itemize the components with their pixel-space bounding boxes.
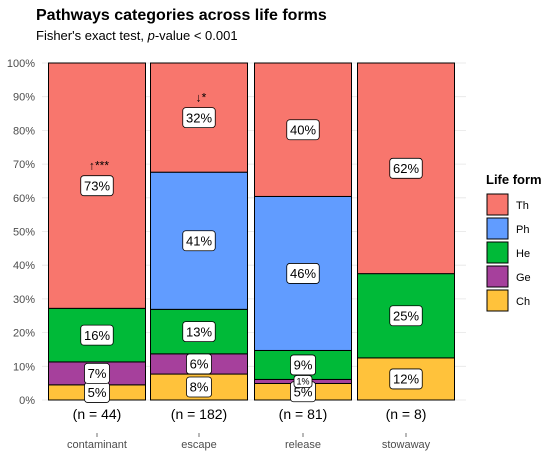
y-tick-label: 100% — [7, 58, 35, 70]
label-box — [80, 175, 114, 197]
chart-title: Pathways categories across life forms — [36, 7, 327, 24]
segment-label-release-Ge: 1% — [293, 375, 313, 388]
legend-swatch-Ph — [486, 217, 509, 240]
label-text: 5% — [294, 384, 313, 399]
count-label: (n = 44) — [73, 406, 122, 422]
legend-label-Th: Th — [516, 200, 529, 212]
label-box — [80, 324, 114, 346]
count-label: (n = 81) — [279, 406, 328, 422]
label-text: 6% — [190, 357, 209, 372]
significance-annotation: ↑*** — [89, 159, 109, 173]
segment-label-stowaway-He: 25% — [389, 305, 423, 327]
label-text: 16% — [84, 328, 110, 343]
label-box — [186, 353, 212, 375]
y-tick-label: 60% — [13, 193, 35, 205]
label-box — [389, 368, 423, 390]
legend-label-He: He — [516, 248, 530, 260]
segment-label-escape-Ph: 41% — [182, 230, 216, 252]
segment-label-escape-Ge: 6% — [186, 353, 212, 375]
count-label: (n = 8) — [386, 406, 427, 422]
label-box — [293, 375, 313, 388]
label-box — [286, 263, 320, 284]
label-box — [389, 305, 423, 327]
significance-annotation: ↓* — [196, 91, 207, 105]
label-text: 7% — [88, 366, 107, 381]
label-box — [186, 376, 212, 398]
legend: Life form Th Ph He Ge Ch — [486, 172, 542, 312]
label-box — [182, 321, 216, 342]
segment-label-contaminant-He: 16% — [80, 324, 114, 346]
segment-label-escape-He: 13% — [182, 321, 216, 342]
label-text: 41% — [186, 233, 212, 248]
x-tick-label: stowaway — [382, 439, 431, 451]
label-box — [389, 157, 423, 179]
legend-swatch-Ge — [486, 265, 509, 288]
label-box — [182, 107, 216, 128]
label-text: 5% — [88, 385, 107, 400]
label-text: 8% — [190, 380, 209, 395]
segment-label-stowaway-Ch: 12% — [389, 368, 423, 390]
segment-label-escape-Th: 32% — [182, 107, 216, 128]
label-text: 9% — [294, 358, 313, 373]
x-tick-label: contaminant — [67, 439, 127, 451]
y-tick-label: 70% — [13, 159, 35, 171]
label-text: 12% — [393, 372, 419, 387]
chart-subtitle: Fisher's exact test, p-value < 0.001 — [36, 28, 238, 43]
segment-label-contaminant-Th: 73% — [80, 175, 114, 197]
label-text: 40% — [290, 122, 316, 137]
segment-label-escape-Ch: 8% — [186, 376, 212, 398]
plot-area: 0% 10% 20% 30% 40% 50% 60% 70% 80% 90% 100% 5% 7% 16%… — [7, 58, 466, 451]
segment-label-stowaway-Th: 62% — [389, 157, 423, 179]
label-box — [290, 354, 316, 376]
label-box — [286, 119, 320, 141]
label-text: 32% — [186, 110, 212, 125]
legend-title: Life form — [486, 172, 542, 187]
y-tick-label: 10% — [13, 361, 35, 373]
segment-label-contaminant-Ch: 5% — [84, 382, 110, 403]
legend-swatch-Th — [486, 193, 509, 216]
legend-label-Ch: Ch — [516, 296, 530, 308]
segment-label-release-He: 9% — [290, 354, 316, 376]
count-label: (n = 182) — [171, 406, 227, 422]
label-text: 73% — [84, 178, 110, 193]
y-tick-label: 80% — [13, 125, 35, 137]
y-tick-label: 20% — [13, 328, 35, 340]
label-text: 13% — [186, 324, 212, 339]
legend-label-Ph: Ph — [516, 224, 529, 236]
y-tick-label: 90% — [13, 92, 35, 104]
legend-swatch-Ch — [486, 289, 509, 312]
legend-label-Ge: Ge — [516, 272, 531, 284]
y-tick-label: 50% — [13, 227, 35, 239]
y-tick-label: 30% — [13, 294, 35, 306]
legend-swatch-He — [486, 241, 509, 264]
label-text: 62% — [393, 161, 419, 176]
y-tick-label: 0% — [19, 395, 35, 407]
segment-label-release-Th: 40% — [286, 119, 320, 141]
label-text: 25% — [393, 308, 419, 323]
label-box — [182, 230, 216, 252]
label-text: 46% — [290, 266, 316, 281]
y-tick-label: 40% — [13, 260, 35, 272]
label-box — [84, 362, 110, 384]
label-text: 1% — [296, 377, 309, 387]
x-tick-label: escape — [181, 439, 216, 451]
x-tick-label: release — [285, 439, 321, 451]
bar-segment-release-Ph — [254, 195, 352, 351]
segment-label-release-Ph: 46% — [286, 263, 320, 284]
segment-label-contaminant-Ge: 7% — [84, 362, 110, 384]
